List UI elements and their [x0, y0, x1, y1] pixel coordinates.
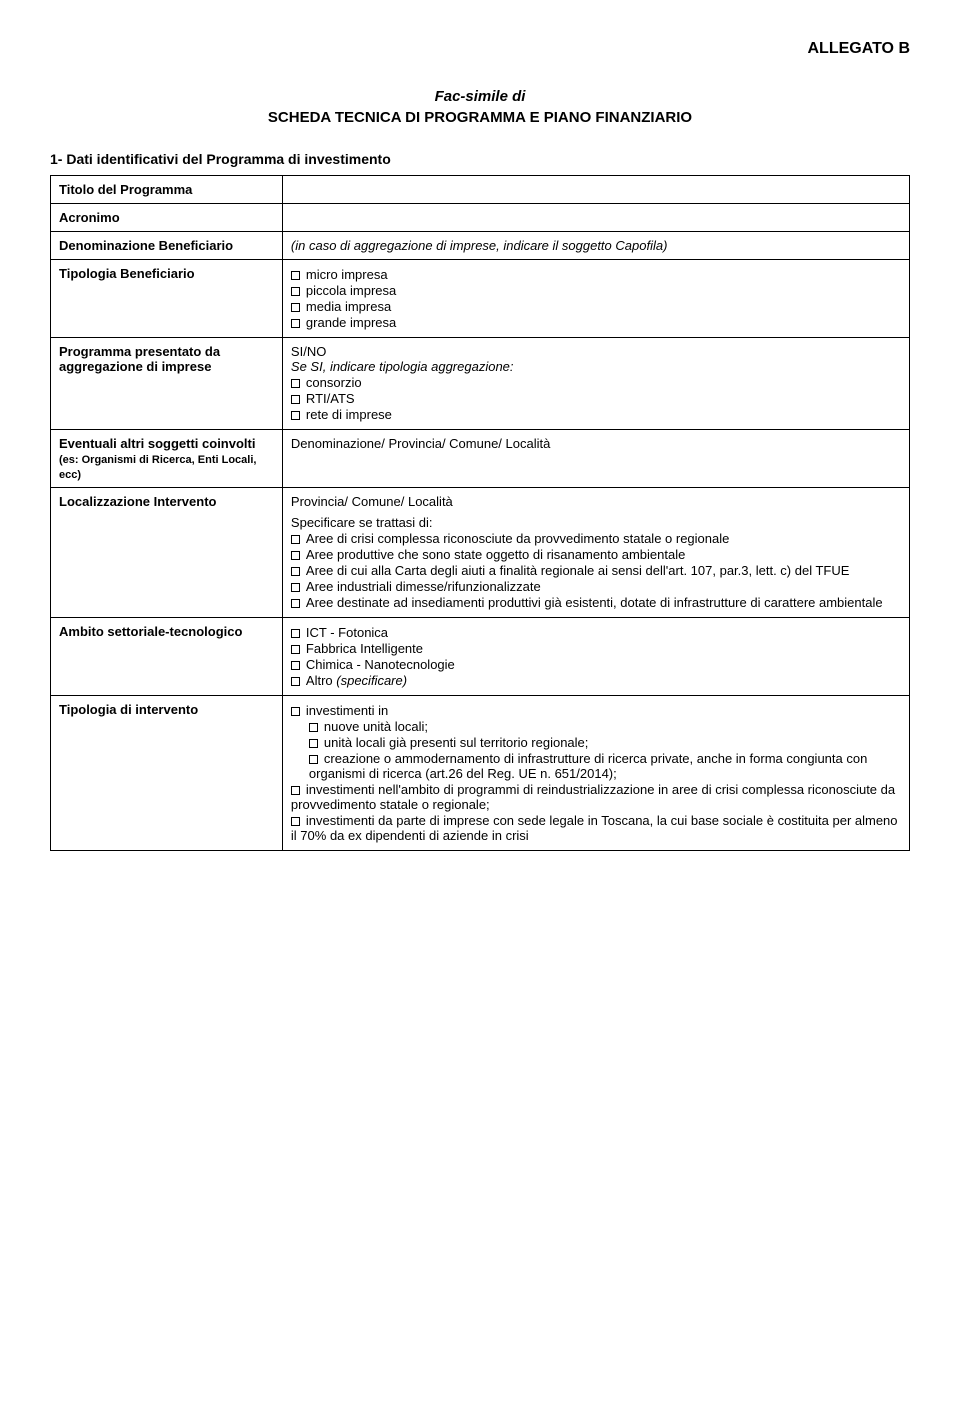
value-titolo: [282, 176, 909, 204]
row-ambito: Ambito settoriale-tecnologico ICT - Foto…: [51, 618, 910, 696]
opt-text: ICT - Fotonica: [306, 625, 388, 640]
value-eventuali: Denominazione/ Provincia/ Comune/ Locali…: [282, 430, 909, 488]
value-tipologia-ben: micro impresa piccola impresa media impr…: [282, 260, 909, 338]
checkbox-icon[interactable]: [309, 739, 318, 748]
checkbox-icon[interactable]: [291, 567, 300, 576]
checkbox-icon[interactable]: [291, 379, 300, 388]
checkbox-icon[interactable]: [291, 645, 300, 654]
opt-text: Fabbrica Intelligente: [306, 641, 423, 656]
checkbox-icon[interactable]: [291, 583, 300, 592]
loc-line1: Provincia/ Comune/ Località: [291, 494, 901, 509]
row-tipologia-beneficiario: Tipologia Beneficiario micro impresa pic…: [51, 260, 910, 338]
document-title-block: Fac-simile di SCHEDA TECNICA DI PROGRAMM…: [50, 88, 910, 126]
opt-text: Aree di crisi complessa riconosciute da …: [306, 531, 729, 546]
section-1-title: 1- Dati identificativi del Programma di …: [50, 151, 910, 167]
label-tipologia-ben: Tipologia Beneficiario: [51, 260, 283, 338]
label-denominazione: Denominazione Beneficiario: [51, 232, 283, 260]
sub-opt-text: unità locali già presenti sul territorio…: [324, 735, 588, 750]
value-acronimo: [282, 204, 909, 232]
checkbox-icon[interactable]: [291, 661, 300, 670]
value-ambito: ICT - Fotonica Fabbrica Intelligente Chi…: [282, 618, 909, 696]
checkbox-icon[interactable]: [291, 319, 300, 328]
checkbox-icon[interactable]: [291, 786, 300, 795]
label-acronimo: Acronimo: [51, 204, 283, 232]
row-acronimo: Acronimo: [51, 204, 910, 232]
label-titolo: Titolo del Programma: [51, 176, 283, 204]
value-tipologia-int: investimenti in nuove unità locali; unit…: [282, 696, 909, 851]
row-programma-presentato: Programma presentato da aggregazione di …: [51, 338, 910, 430]
opt-text: Chimica - Nanotecnologie: [306, 657, 455, 672]
opt-text: micro impresa: [306, 267, 388, 282]
facsimile-label: Fac-simile di: [50, 88, 910, 105]
invest-in-text: investimenti in: [306, 703, 388, 718]
value-localizzazione: Provincia/ Comune/ Località Specificare …: [282, 488, 909, 618]
value-denominazione: (in caso di aggregazione di imprese, ind…: [282, 232, 909, 260]
opt-text: RTI/ATS: [306, 391, 355, 406]
checkbox-icon[interactable]: [291, 629, 300, 638]
checkbox-icon[interactable]: [291, 817, 300, 826]
checkbox-icon[interactable]: [291, 411, 300, 420]
document-title: SCHEDA TECNICA DI PROGRAMMA E PIANO FINA…: [50, 109, 910, 126]
label-ambito: Ambito settoriale-tecnologico: [51, 618, 283, 696]
label-eventuali-main: Eventuali altri soggetti coinvolti: [59, 436, 255, 451]
checkbox-icon[interactable]: [291, 395, 300, 404]
label-tipologia-int: Tipologia di intervento: [51, 696, 283, 851]
value-programma-pres: SI/NO Se SI, indicare tipologia aggregaz…: [282, 338, 909, 430]
opt-text: Aree produttive che sono state oggetto d…: [306, 547, 685, 562]
opt-text: Aree industriali dimesse/rifunzionalizza…: [306, 579, 541, 594]
label-programma-pres: Programma presentato da aggregazione di …: [51, 338, 283, 430]
label-localizzazione: Localizzazione Intervento: [51, 488, 283, 618]
opt-text: piccola impresa: [306, 283, 396, 298]
label-eventuali: Eventuali altri soggetti coinvolti (es: …: [51, 430, 283, 488]
allegato-header: ALLEGATO B: [50, 40, 910, 58]
sino-text: SI/NO: [291, 344, 901, 359]
form-table: Titolo del Programma Acronimo Denominazi…: [50, 175, 910, 851]
checkbox-icon[interactable]: [291, 551, 300, 560]
opt-altro-spec: (specificare): [336, 673, 407, 688]
row-denominazione: Denominazione Beneficiario (in caso di a…: [51, 232, 910, 260]
opt-text: rete di imprese: [306, 407, 392, 422]
label-eventuali-note: (es: Organismi di Ricerca, Enti Locali, …: [59, 454, 256, 481]
opt-text: investimenti nell'ambito di programmi di…: [291, 782, 895, 812]
row-titolo: Titolo del Programma: [51, 176, 910, 204]
checkbox-icon[interactable]: [291, 677, 300, 686]
checkbox-icon[interactable]: [309, 755, 318, 764]
checkbox-icon[interactable]: [291, 707, 300, 716]
opt-altro-label: Altro: [306, 673, 336, 688]
sub-opt-text: creazione o ammodernamento di infrastrut…: [309, 751, 867, 781]
checkbox-icon[interactable]: [291, 599, 300, 608]
checkbox-icon[interactable]: [291, 287, 300, 296]
loc-specificare: Specificare se trattasi di:: [291, 515, 901, 530]
checkbox-icon[interactable]: [309, 723, 318, 732]
checkbox-icon[interactable]: [291, 535, 300, 544]
opt-text: Aree destinate ad insediamenti produttiv…: [306, 595, 883, 610]
row-localizzazione: Localizzazione Intervento Provincia/ Com…: [51, 488, 910, 618]
checkbox-icon[interactable]: [291, 271, 300, 280]
opt-text: consorzio: [306, 375, 362, 390]
opt-text: Aree di cui alla Carta degli aiuti a fin…: [306, 563, 849, 578]
opt-text: grande impresa: [306, 315, 396, 330]
opt-text: media impresa: [306, 299, 391, 314]
sub-opt-text: nuove unità locali;: [324, 719, 428, 734]
row-tipologia-intervento: Tipologia di intervento investimenti in …: [51, 696, 910, 851]
se-si-text: Se SI, indicare tipologia aggregazione:: [291, 359, 514, 374]
row-eventuali-soggetti: Eventuali altri soggetti coinvolti (es: …: [51, 430, 910, 488]
opt-text: investimenti da parte di imprese con sed…: [291, 813, 898, 843]
checkbox-icon[interactable]: [291, 303, 300, 312]
